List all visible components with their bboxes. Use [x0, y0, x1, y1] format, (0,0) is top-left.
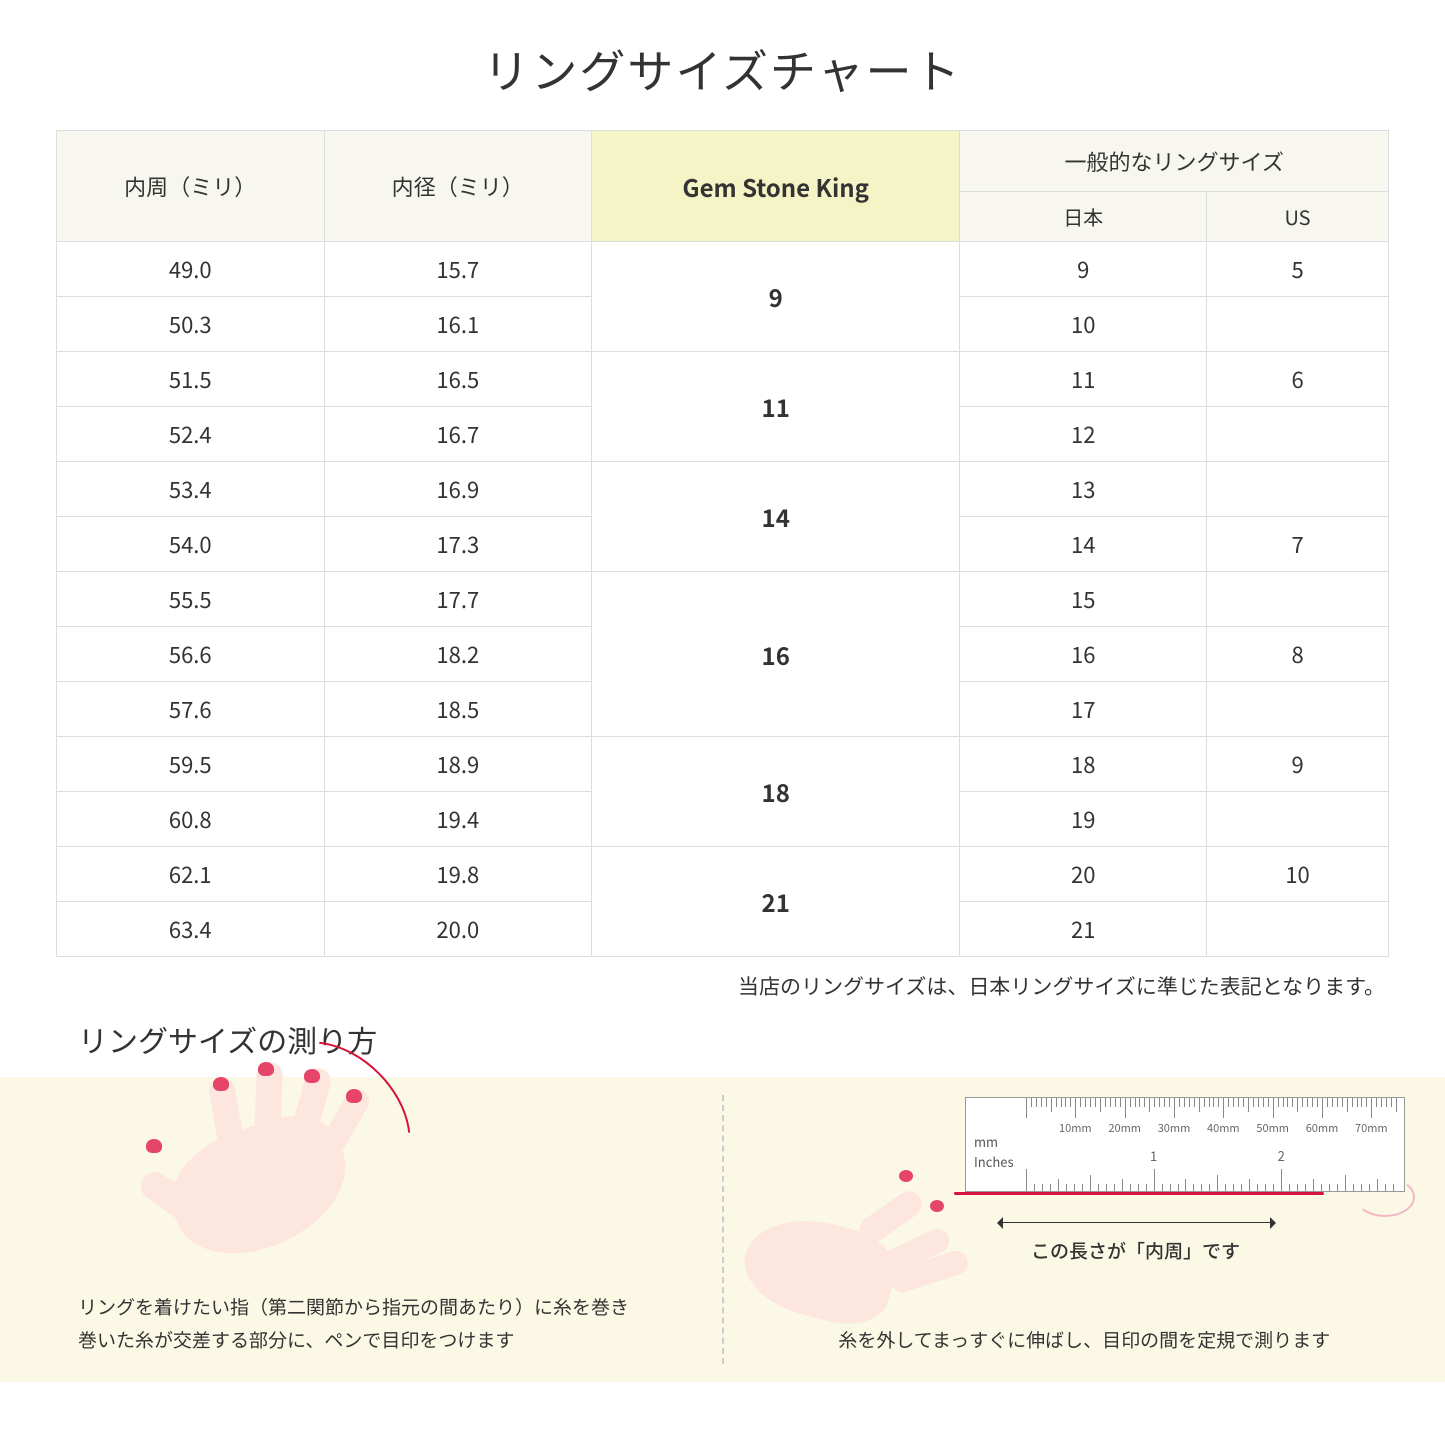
- table-cell: 17.7: [324, 572, 592, 627]
- header-circumference: 内周（ミリ）: [57, 131, 325, 242]
- table-cell: 9: [1207, 737, 1389, 792]
- table-row: 51.516.511116: [57, 352, 1389, 407]
- table-cell: 8: [1207, 627, 1389, 682]
- size-chart-table: 内周（ミリ） 内径（ミリ） Gem Stone King 一般的なリングサイズ …: [0, 130, 1445, 957]
- table-cell: 9: [960, 242, 1207, 297]
- ruler-mm-label: mm: [974, 1132, 998, 1151]
- table-cell: 49.0: [57, 242, 325, 297]
- table-cell: [1207, 297, 1389, 352]
- table-cell: 55.5: [57, 572, 325, 627]
- table-cell: 16: [960, 627, 1207, 682]
- table-cell: 21: [592, 847, 960, 957]
- table-row: 49.015.7995: [57, 242, 1389, 297]
- table-row: 62.119.8212010: [57, 847, 1389, 902]
- table-cell: 11: [960, 352, 1207, 407]
- header-jp: 日本: [960, 192, 1207, 242]
- table-cell: 19.8: [324, 847, 592, 902]
- table-cell: 15: [960, 572, 1207, 627]
- table-cell: 14: [592, 462, 960, 572]
- table-cell: 19.4: [324, 792, 592, 847]
- table-cell: [1207, 462, 1389, 517]
- table-cell: 16.1: [324, 297, 592, 352]
- table-cell: 5: [1207, 242, 1389, 297]
- table-cell: 16.7: [324, 407, 592, 462]
- table-cell: 18: [592, 737, 960, 847]
- table-cell: 51.5: [57, 352, 325, 407]
- table-cell: 14: [960, 517, 1207, 572]
- table-cell: [1207, 792, 1389, 847]
- howto-caption-right: 糸を外してまっすぐに伸ばし、目印の間を定規で測ります: [764, 1324, 1406, 1356]
- page-title: リングサイズチャート: [0, 0, 1445, 130]
- table-cell: 16.5: [324, 352, 592, 407]
- table-cell: 54.0: [57, 517, 325, 572]
- hand-wrap-illustration: [100, 1067, 460, 1287]
- table-row: 53.416.91413: [57, 462, 1389, 517]
- table-cell: 12: [960, 407, 1207, 462]
- table-cell: 62.1: [57, 847, 325, 902]
- table-cell: 60.8: [57, 792, 325, 847]
- table-cell: 11: [592, 352, 960, 462]
- table-cell: 7: [1207, 517, 1389, 572]
- table-cell: 57.6: [57, 682, 325, 737]
- header-gsk: Gem Stone King: [592, 131, 960, 242]
- table-cell: 19: [960, 792, 1207, 847]
- ruler-illustration: mm Inches 10mm20mm30mm40mm50mm60mm70mm12: [965, 1097, 1405, 1192]
- howto-section: リングを着けたい指（第二関節から指元の間あたり）に糸を巻き 巻いた糸が交差する部…: [0, 1077, 1445, 1382]
- table-cell: 10: [960, 297, 1207, 352]
- table-cell: [1207, 682, 1389, 737]
- table-footnote: 当店のリングサイズは、日本リングサイズに準じた表記となります。: [0, 957, 1445, 1001]
- thread-line: [954, 1192, 1324, 1195]
- table-cell: [1207, 902, 1389, 957]
- table-cell: [1207, 407, 1389, 462]
- header-us: US: [1207, 192, 1389, 242]
- table-cell: 13: [960, 462, 1207, 517]
- table-row: 55.517.71615: [57, 572, 1389, 627]
- table-cell: 18.2: [324, 627, 592, 682]
- table-cell: 50.3: [57, 297, 325, 352]
- measure-arrow: [999, 1222, 1274, 1223]
- table-cell: 59.5: [57, 737, 325, 792]
- table-cell: 56.6: [57, 627, 325, 682]
- thread-curl-icon: [1355, 1177, 1415, 1217]
- table-cell: 17: [960, 682, 1207, 737]
- table-cell: 6: [1207, 352, 1389, 407]
- howto-caption-left: リングを着けたい指（第二関節から指元の間あたり）に糸を巻き 巻いた糸が交差する部…: [78, 1291, 682, 1356]
- table-cell: 63.4: [57, 902, 325, 957]
- table-cell: 52.4: [57, 407, 325, 462]
- table-cell: [1207, 572, 1389, 627]
- table-cell: 18.5: [324, 682, 592, 737]
- table-cell: 18: [960, 737, 1207, 792]
- table-cell: 10: [1207, 847, 1389, 902]
- howto-panel-measure: mm Inches 10mm20mm30mm40mm50mm60mm70mm12…: [724, 1077, 1445, 1382]
- header-general: 一般的なリングサイズ: [960, 131, 1389, 192]
- header-diameter: 内径（ミリ）: [324, 131, 592, 242]
- table-cell: 9: [592, 242, 960, 352]
- hand-hold-illustration: [744, 1162, 984, 1322]
- table-cell: 21: [960, 902, 1207, 957]
- table-cell: 20: [960, 847, 1207, 902]
- table-cell: 15.7: [324, 242, 592, 297]
- table-cell: 53.4: [57, 462, 325, 517]
- table-cell: 17.3: [324, 517, 592, 572]
- howto-title: リングサイズの測り方: [0, 1001, 1445, 1077]
- table-cell: 16.9: [324, 462, 592, 517]
- measure-arrow-label: この長さが「内周」です: [1031, 1237, 1240, 1264]
- table-cell: 18.9: [324, 737, 592, 792]
- table-row: 59.518.918189: [57, 737, 1389, 792]
- howto-panel-wrap: リングを着けたい指（第二関節から指元の間あたり）に糸を巻き 巻いた糸が交差する部…: [0, 1077, 722, 1382]
- table-cell: 16: [592, 572, 960, 737]
- table-cell: 20.0: [324, 902, 592, 957]
